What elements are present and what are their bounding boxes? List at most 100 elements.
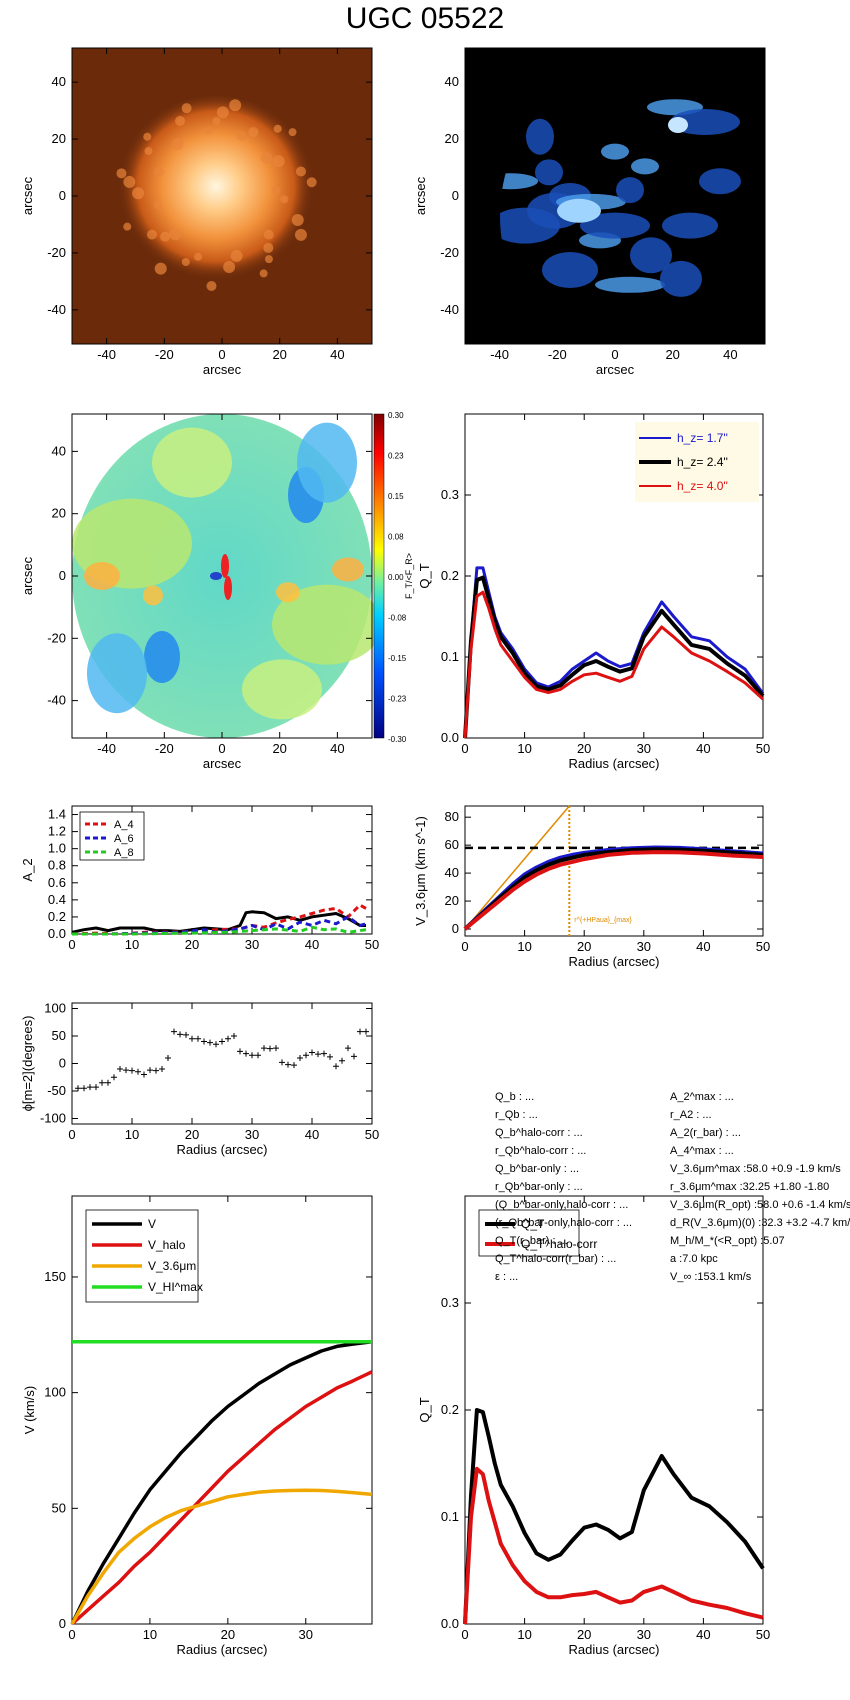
y-tick-label: 0.2: [441, 1402, 459, 1417]
legend-entry: A_4: [114, 819, 134, 831]
y-tick-label: 20: [52, 131, 66, 146]
parameter-row: r_Qb : ...: [495, 1106, 665, 1124]
legend-entry: V_halo: [148, 1238, 186, 1252]
residual-blob: [616, 177, 644, 204]
galaxy-knot: [306, 177, 317, 188]
legend-entry: A_8: [114, 847, 134, 859]
parameter-label: V_3.6μm^max :: [670, 1163, 747, 1175]
image-image1: [72, 48, 372, 344]
galaxy-knot: [181, 258, 190, 267]
x-tick-label: 30: [637, 939, 651, 954]
x-tick-label: -40: [97, 347, 116, 362]
data-point: [267, 1045, 273, 1052]
series-line: [70, 1488, 373, 1625]
y-tick-label: 20: [445, 893, 459, 908]
galaxy-knot: [294, 228, 307, 241]
galaxy-knot: [291, 213, 304, 226]
colorbar: [373, 413, 385, 739]
x-tick-label: 20: [272, 741, 286, 756]
residual-blob: [535, 159, 563, 186]
plot-frame: [71, 1002, 373, 1125]
data-point: [117, 1066, 123, 1072]
galaxy-knot: [223, 260, 236, 273]
galaxy-knot: [123, 175, 136, 188]
chart-phase: 0 10 20 30 40 50 -100 -50 0 50 100 Radius (arcsec) ϕ…: [20, 1001, 379, 1158]
x-tick-label: -20: [155, 347, 174, 362]
parameter-label: Q_b : ...: [495, 1091, 535, 1103]
x-tick-label: 50: [756, 741, 770, 756]
galaxy-knot: [263, 242, 274, 253]
data-point: [333, 1063, 339, 1070]
colorbar-tick-label: -0.30: [388, 735, 407, 744]
colorbar-tick-label: -0.23: [388, 695, 407, 704]
galaxy-knot: [212, 117, 221, 126]
x-axis-label: Radius (arcsec): [568, 1642, 659, 1657]
parameter-table: Q_b : ... r_Qb : ... Q_b^halo-corr : ... r_…: [495, 1088, 850, 1303]
parameter-row: r_3.6μm^max : 32.25 +1.80 -1.80: [670, 1178, 840, 1196]
galaxy-knot: [143, 132, 152, 141]
x-tick-label: 0: [611, 347, 618, 362]
data-point: [123, 1067, 129, 1074]
legend-entry: h_z= 4.0'': [677, 479, 728, 493]
x-tick-label: 30: [637, 1627, 651, 1642]
data-point: [111, 1074, 117, 1081]
x-tick-label: 0: [461, 741, 468, 756]
x-tick-label: 0: [218, 347, 225, 362]
x-tick-label: 40: [696, 741, 710, 756]
data-point: [261, 1045, 267, 1052]
x-tick-label: 40: [723, 347, 737, 362]
residual-blob: [662, 212, 718, 239]
force-blob: [87, 633, 147, 714]
x-tick-label: 0: [461, 1627, 468, 1642]
y-tick-label: 100: [44, 1385, 66, 1400]
parameter-label: A_4^max : ...: [670, 1145, 734, 1157]
parameter-row: r_Qb^bar-only : ...: [495, 1178, 665, 1196]
series-line: [463, 590, 765, 739]
x-tick-label: 20: [577, 939, 591, 954]
galaxy-knot: [181, 103, 192, 114]
parameter-value: 58.0 +0.9 -1.9 km/s: [746, 1163, 841, 1175]
colorbar-tick-label: 0.15: [388, 492, 404, 501]
data-point: [309, 1049, 315, 1056]
data-point: [189, 1035, 195, 1042]
data-point: [207, 1039, 213, 1046]
parameter-label: r_Qb : ...: [495, 1109, 538, 1121]
y-tick-label: 0.0: [441, 730, 459, 745]
force-blob: [242, 659, 322, 720]
x-axis-label: Radius (arcsec): [176, 1142, 267, 1157]
y-tick-label: 1.4: [48, 807, 66, 822]
parameter-row: r_A2 : ...: [670, 1106, 840, 1124]
x-tick-label: -20: [548, 347, 567, 362]
parameter-label: Q_b^halo-corr : ...: [495, 1127, 583, 1139]
y-tick-label: -20: [47, 245, 66, 260]
x-tick-label: 20: [577, 741, 591, 756]
y-tick-label: 0: [59, 568, 66, 583]
x-axis-label: Radius (arcsec): [568, 954, 659, 969]
parameter-label: r_A2 : ...: [670, 1109, 712, 1121]
parameter-column-right: A_2^max : ... r_A2 : ... A_2(r_bar) : ... A…: [670, 1088, 850, 1286]
y-tick-label: 50: [52, 1500, 66, 1515]
x-tick-label: 40: [330, 741, 344, 756]
parameter-row: A_4^max : ...: [670, 1142, 840, 1160]
y-tick-label: -40: [47, 302, 66, 317]
legend-entry: Q_T: [521, 1217, 545, 1231]
force-blob: [84, 562, 120, 590]
legend-box: [478, 1209, 580, 1257]
data-point: [225, 1035, 231, 1042]
x-tick-label: 40: [696, 1627, 710, 1642]
colorbar-tick-label: -0.15: [388, 654, 407, 663]
x-axis-label: arcsec: [596, 362, 635, 377]
x-tick-label: 0: [68, 1127, 75, 1142]
x-tick-label: 0: [68, 1627, 75, 1642]
y-tick-label: 0.4: [48, 892, 66, 907]
data-point: [363, 1028, 369, 1035]
x-tick-label: 10: [125, 1127, 139, 1142]
chart-vrot: 0 10 20 30 40 50 0 20 40 60 80 Radius (arcsec) V_3.6…: [413, 805, 770, 969]
galaxy-knot: [264, 255, 273, 264]
linear-ramp: [464, 805, 570, 930]
parameter-row: A_2^max : ...: [670, 1088, 840, 1106]
y-tick-label: 0.2: [48, 909, 66, 924]
data-point: [339, 1057, 345, 1064]
parameter-row: ε : ...: [495, 1268, 665, 1286]
